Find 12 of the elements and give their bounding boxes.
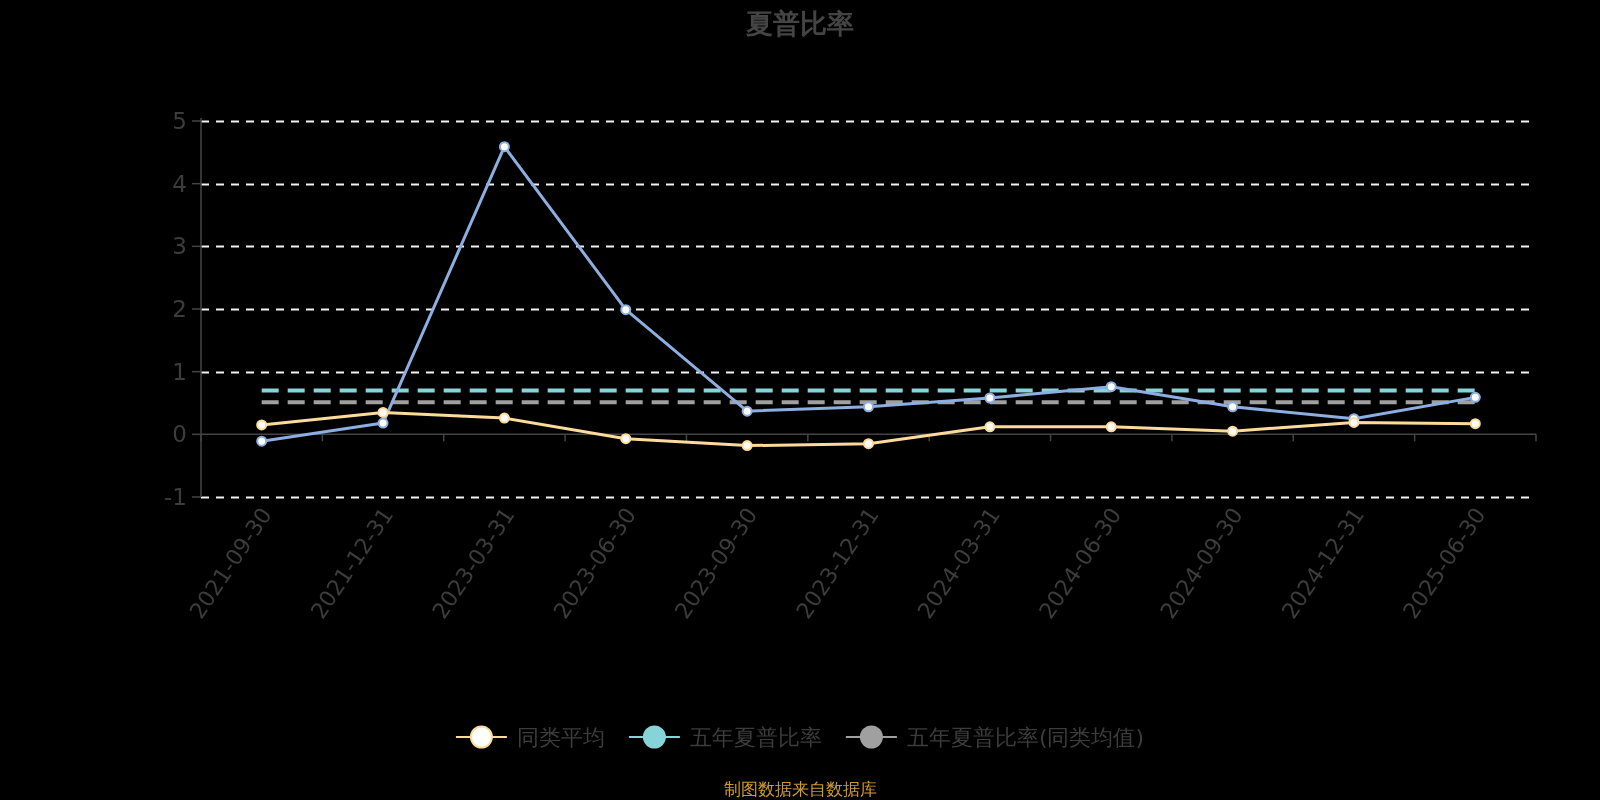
y-tick-label: 4 xyxy=(172,170,187,197)
y-tick-label: 3 xyxy=(172,233,187,260)
legend-label: 五年夏普比率(同类均值) xyxy=(906,725,1145,750)
y-tick-label: 5 xyxy=(172,108,187,134)
y-tick-label: 1 xyxy=(172,358,187,385)
y-tick-label: 0 xyxy=(172,421,187,448)
legend-label: 五年夏普比率 xyxy=(689,725,822,750)
y-tick-label: -1 xyxy=(164,484,187,510)
y-tick-label: 2 xyxy=(172,296,187,322)
title: 夏普比率 xyxy=(746,8,854,39)
legend-label: 同类平均 xyxy=(516,725,605,750)
text: 制图数据来自数据库 xyxy=(723,779,877,799)
